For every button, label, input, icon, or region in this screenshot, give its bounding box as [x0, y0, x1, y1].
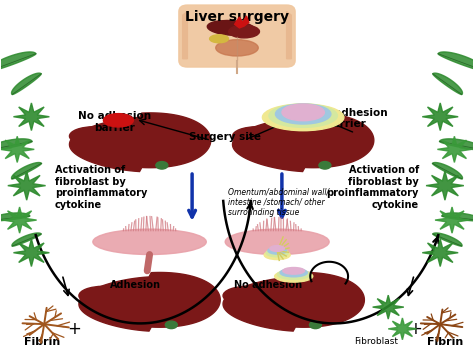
Ellipse shape [94, 127, 143, 149]
Ellipse shape [270, 246, 284, 252]
Ellipse shape [277, 269, 310, 280]
Ellipse shape [264, 250, 290, 260]
Polygon shape [0, 52, 36, 71]
Polygon shape [8, 171, 46, 200]
Ellipse shape [282, 104, 324, 121]
Text: Adhesion: Adhesion [110, 280, 161, 290]
Polygon shape [432, 163, 463, 179]
Text: Fibroblast: Fibroblast [355, 337, 399, 346]
Ellipse shape [103, 287, 152, 309]
Polygon shape [70, 113, 211, 171]
Ellipse shape [257, 127, 306, 149]
Polygon shape [2, 207, 36, 233]
Ellipse shape [266, 249, 288, 257]
Polygon shape [11, 73, 41, 95]
Ellipse shape [280, 269, 307, 277]
FancyBboxPatch shape [179, 5, 295, 67]
Polygon shape [13, 103, 49, 131]
Ellipse shape [93, 229, 206, 254]
Polygon shape [223, 272, 365, 331]
Text: Liver surgery: Liver surgery [185, 10, 289, 24]
Ellipse shape [233, 127, 282, 146]
Polygon shape [433, 233, 462, 246]
Text: Activation of
fibroblast by
proinflammatory
cytokine: Activation of fibroblast by proinflammat… [55, 165, 147, 210]
Text: With adhesion
barrier: With adhesion barrier [303, 108, 388, 129]
Polygon shape [435, 207, 469, 233]
Polygon shape [0, 139, 32, 150]
Polygon shape [426, 171, 464, 200]
Ellipse shape [79, 286, 128, 305]
Polygon shape [235, 16, 249, 28]
Polygon shape [438, 136, 472, 162]
Text: Activation of
fibroblast by
proinflammatory
cytokine: Activation of fibroblast by proinflammat… [327, 165, 419, 210]
Ellipse shape [207, 20, 255, 35]
Polygon shape [0, 213, 30, 221]
Ellipse shape [70, 127, 118, 146]
Ellipse shape [310, 321, 321, 329]
Ellipse shape [225, 229, 329, 254]
Ellipse shape [247, 287, 296, 309]
Polygon shape [13, 239, 49, 266]
Text: Fibrin: Fibrin [24, 337, 60, 347]
Polygon shape [373, 295, 404, 319]
Ellipse shape [275, 104, 331, 124]
Polygon shape [11, 163, 42, 179]
Polygon shape [433, 73, 463, 95]
Polygon shape [287, 12, 292, 59]
Ellipse shape [210, 35, 228, 43]
Polygon shape [439, 139, 474, 150]
Polygon shape [0, 136, 34, 162]
Polygon shape [12, 233, 41, 246]
Text: Surgery site: Surgery site [189, 132, 261, 142]
Polygon shape [182, 12, 187, 59]
Ellipse shape [268, 247, 286, 254]
Ellipse shape [165, 321, 177, 329]
Ellipse shape [223, 286, 272, 305]
Ellipse shape [263, 104, 344, 131]
Ellipse shape [275, 270, 313, 282]
Ellipse shape [269, 104, 337, 127]
Ellipse shape [216, 40, 258, 56]
Text: No adhesion
barrier: No adhesion barrier [78, 111, 151, 133]
Polygon shape [422, 103, 458, 131]
Ellipse shape [156, 162, 168, 169]
Polygon shape [422, 239, 458, 266]
Ellipse shape [283, 268, 305, 274]
Text: Fibrin: Fibrin [427, 337, 463, 347]
Polygon shape [442, 213, 474, 221]
Text: +: + [409, 320, 423, 338]
Ellipse shape [103, 114, 133, 127]
Ellipse shape [319, 162, 331, 169]
Text: No adhesion: No adhesion [234, 280, 302, 290]
Ellipse shape [229, 25, 259, 38]
Polygon shape [79, 272, 220, 331]
Text: +: + [67, 320, 81, 338]
Polygon shape [233, 113, 374, 171]
Polygon shape [438, 52, 474, 71]
Text: Omentum/abdominal wall/
intestine /stomach/ other
surrounding tissue: Omentum/abdominal wall/ intestine /stoma… [228, 187, 328, 217]
Polygon shape [388, 318, 417, 340]
